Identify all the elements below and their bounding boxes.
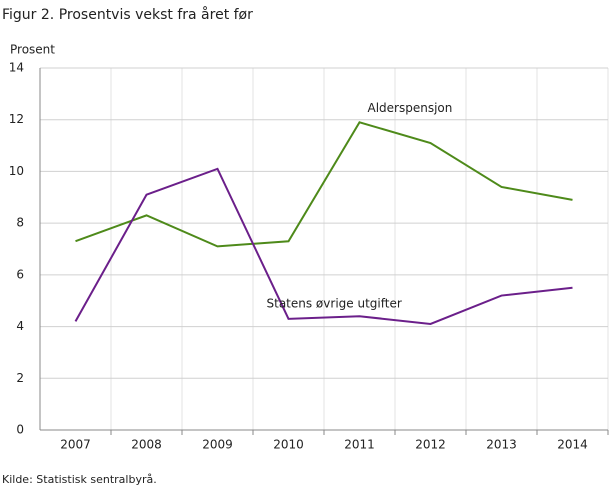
x-tick-label: 2009 xyxy=(202,438,233,452)
x-tick-label: 2011 xyxy=(344,438,375,452)
x-tick-label: 2010 xyxy=(273,438,304,452)
y-tick-label: 10 xyxy=(9,164,24,178)
line-series xyxy=(75,121,573,248)
y-axis-label: Prosent xyxy=(10,43,55,57)
series-label: Alderspensjon xyxy=(368,101,453,115)
y-tick-label: 14 xyxy=(9,61,24,75)
chart-title: Figur 2. Prosentvis vekst fra året før xyxy=(2,6,253,23)
x-tick-label: 2013 xyxy=(486,438,517,452)
y-tick-label: 0 xyxy=(16,423,24,437)
series-label: Statens øvrige utgifter xyxy=(267,296,402,310)
x-tick-label: 2014 xyxy=(557,438,588,452)
y-tick-label: 6 xyxy=(16,267,24,281)
x-tick-label: 2012 xyxy=(415,438,446,452)
y-tick-label: 2 xyxy=(16,371,24,385)
line-series xyxy=(74,167,573,326)
y-tick-label: 4 xyxy=(16,319,24,333)
x-tick-label: 2008 xyxy=(131,438,162,452)
y-tick-label: 8 xyxy=(16,216,24,230)
y-tick-label: 12 xyxy=(9,112,24,126)
source: Kilde: Statistisk sentralbyrå. xyxy=(2,473,157,486)
x-tick-label: 2007 xyxy=(60,438,91,452)
